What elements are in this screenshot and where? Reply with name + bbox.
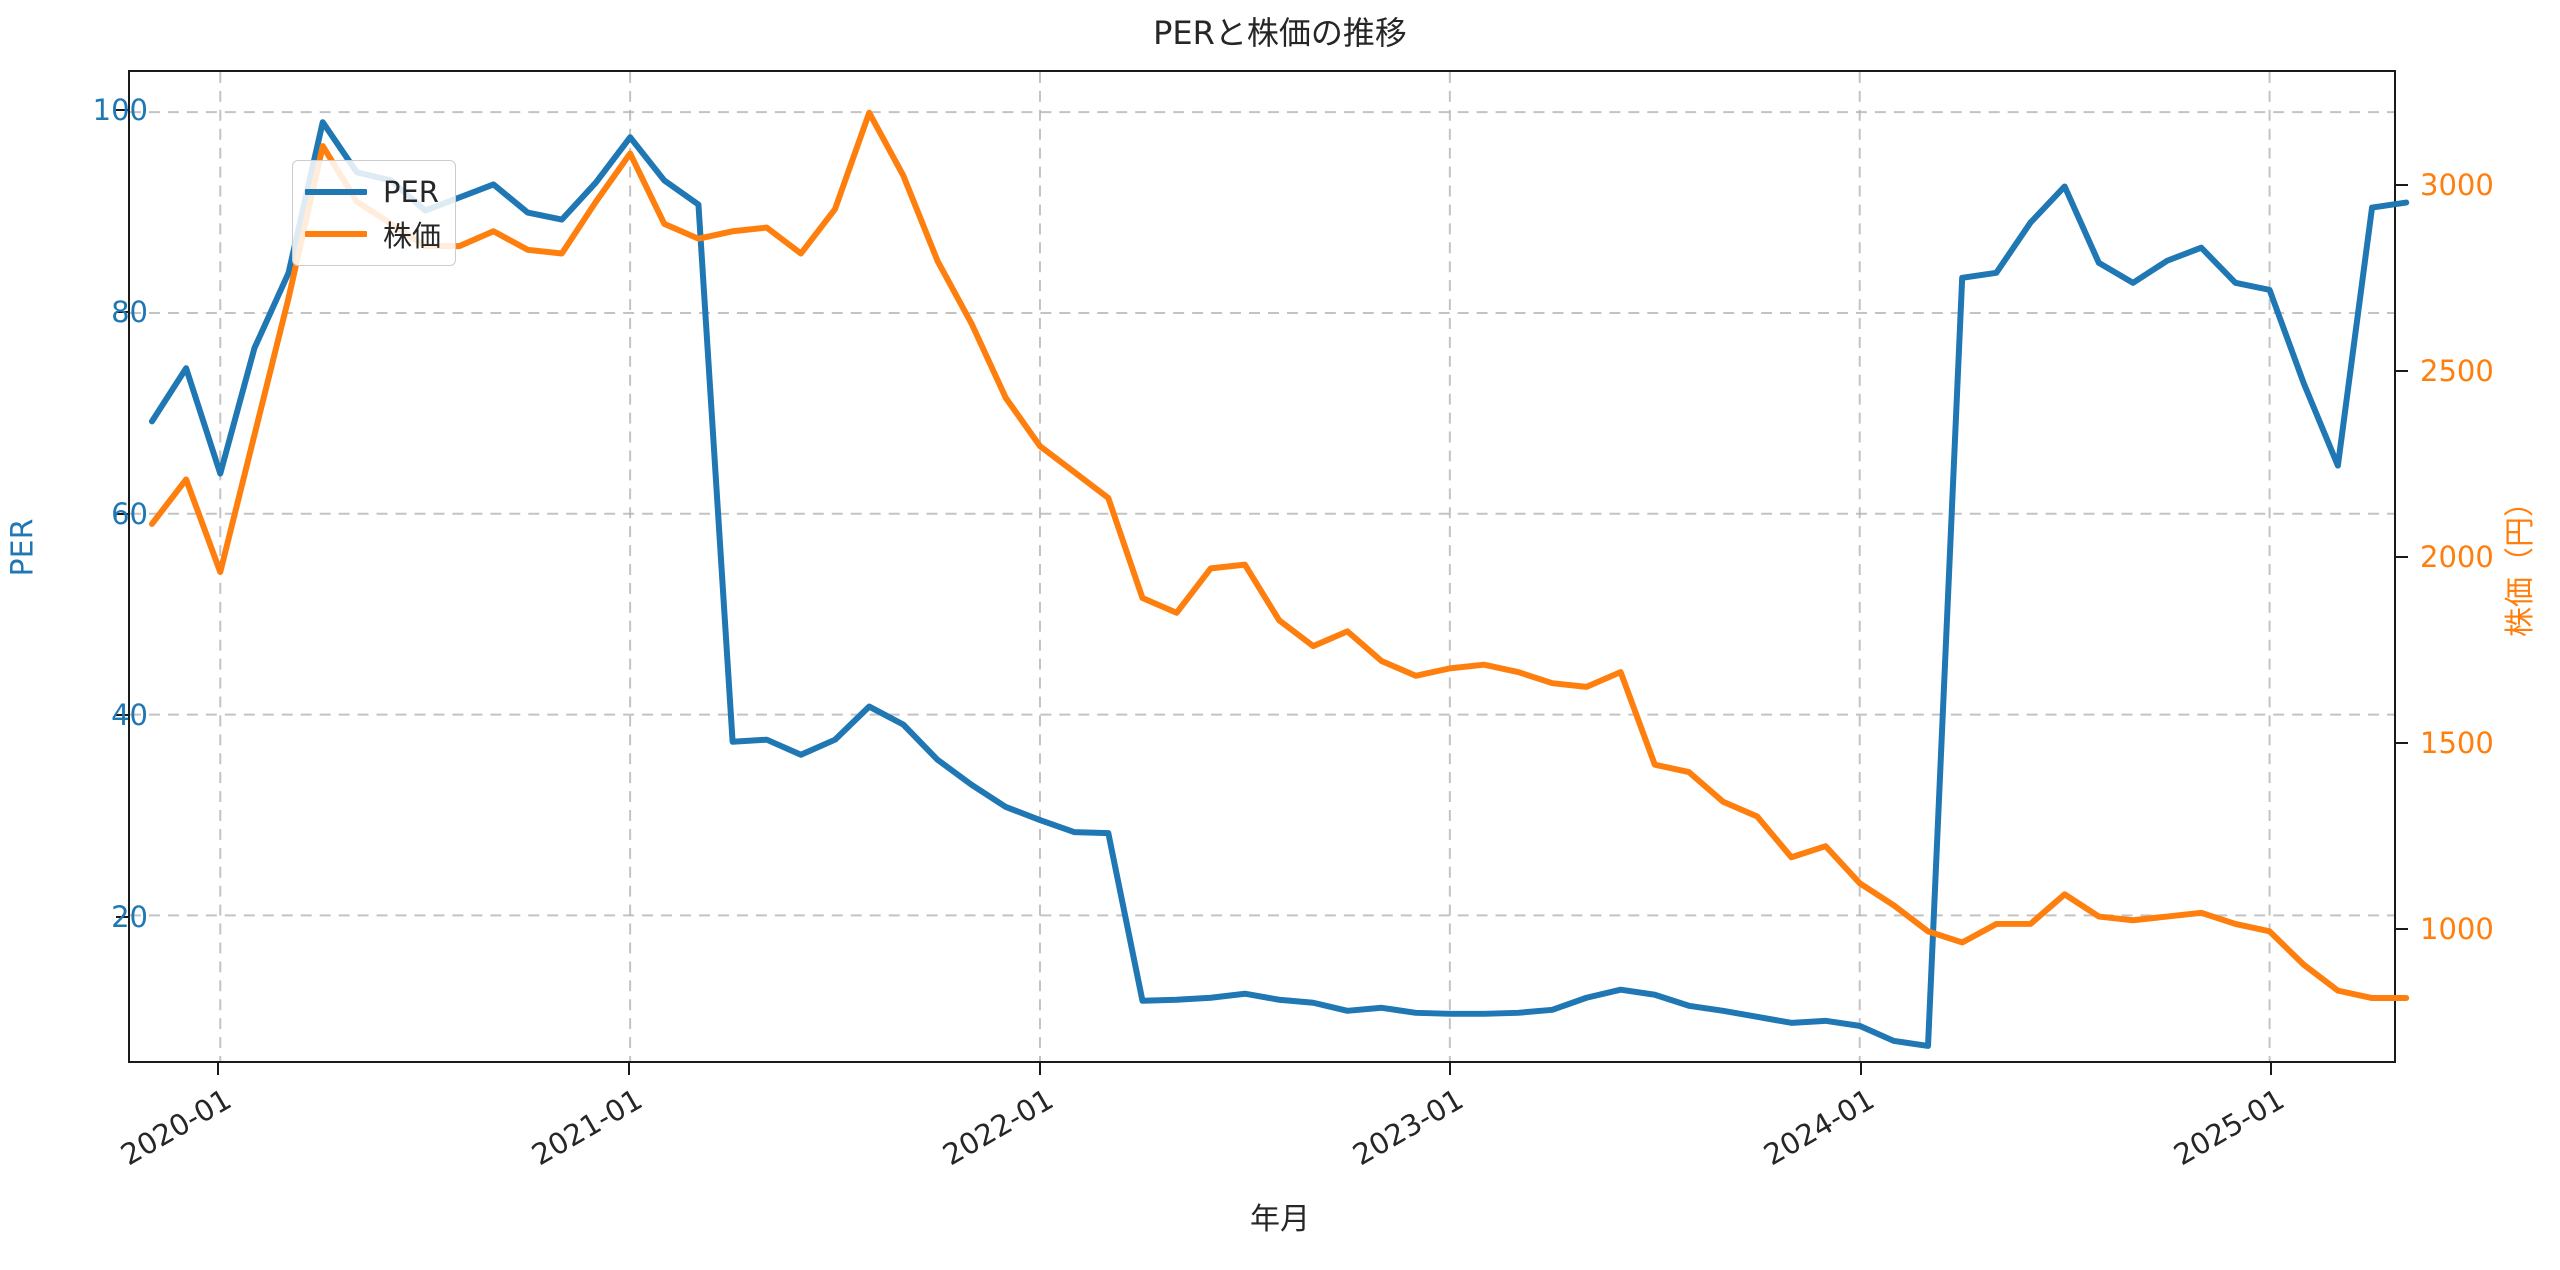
legend-label-per: PER [383,175,439,209]
y-axis-right-tick-mark [2396,184,2408,187]
gridlines [130,72,2394,1061]
y-axis-right-tick-label: 2500 [2420,354,2494,389]
series-line-per [148,119,2410,1049]
legend-swatch-per [305,189,367,195]
y-axis-right-tick-mark [2396,742,2408,745]
y-axis-right-tick-label: 1000 [2420,912,2494,947]
y-axis-left-label: PER [5,518,41,577]
y-axis-right-tick-mark [2396,556,2408,559]
plot-area: PER 株価 [128,70,2410,1063]
series-lines [148,109,2410,1049]
chart-title: PERと株価の推移 [1153,14,1407,52]
legend-label-kabuka: 株価 [383,219,442,253]
y-axis-left-tick-mark [116,310,128,313]
x-axis-tick-mark [217,1063,220,1075]
x-axis-tick-mark [2270,1063,2273,1075]
series-line-kabuka [148,109,2410,1002]
y-axis-right-tick-mark [2396,928,2408,931]
x-axis-tick-label: 2023-01 [1347,1082,1470,1173]
x-axis-tick-mark [1449,1063,1452,1075]
y-axis-left-tick-label: 60 [111,496,148,531]
legend-swatch-kabuka [305,231,367,237]
y-axis-left-tick-label: 40 [111,698,148,733]
legend-item-per[interactable]: PER [305,171,441,213]
y-axis-left-tick-mark [116,915,128,918]
y-axis-right-tick-label: 3000 [2420,168,2494,203]
x-axis-tick-mark [628,1063,630,1075]
legend-item-kabuka[interactable]: 株価 [305,213,441,255]
x-axis-tick-mark [1038,1063,1041,1075]
x-axis-tick-label: 2022-01 [936,1082,1059,1173]
y-axis-left-tick-label: 20 [111,899,148,934]
y-axis-left-tick-mark [116,109,128,112]
x-axis-label: 年月 [1250,1202,1310,1237]
y-axis-right-tick-label: 2000 [2420,540,2494,575]
y-axis-right-tick-mark [2396,370,2408,373]
chart-legend: PER 株価 [292,160,457,266]
y-axis-left-tick-mark [116,512,128,515]
x-axis-tick-label: 2020-01 [115,1082,238,1173]
y-axis-right-tick-label: 1500 [2420,726,2494,761]
y-axis-left-tick-mark [116,714,128,717]
y-axis-left-tick-label: 100 [92,93,148,128]
x-axis-tick-label: 2021-01 [526,1082,648,1173]
y-axis-left-tick-label: 80 [111,294,148,329]
x-axis-tick-label: 2025-01 [2168,1082,2291,1173]
x-axis-tick-label: 2024-01 [1757,1082,1880,1173]
x-axis-tick-mark [1859,1063,1862,1075]
y-axis-right-label: 株価（円） [2503,487,2538,637]
